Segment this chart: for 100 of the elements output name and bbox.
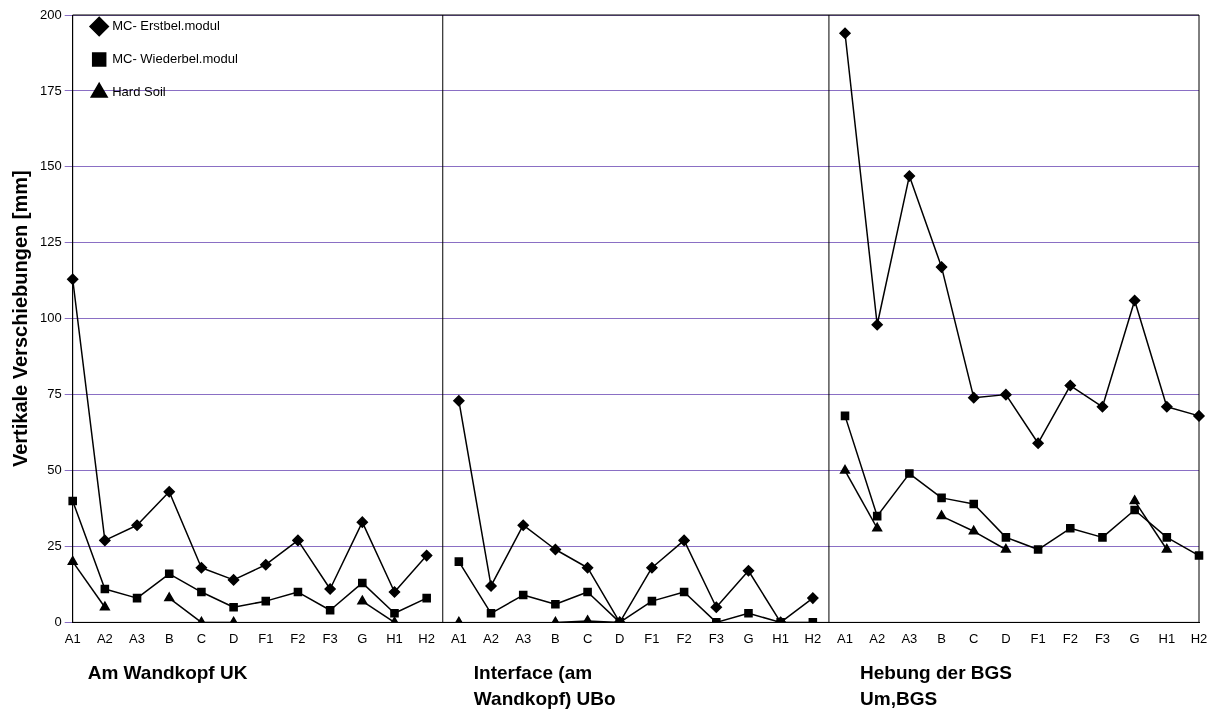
x-tick-label: F3 [708, 630, 724, 646]
point [68, 496, 77, 506]
point [293, 587, 303, 597]
x-tick-label: H2 [804, 630, 822, 646]
x-tick-label: A3 [901, 630, 918, 646]
point [1065, 523, 1075, 533]
point [1033, 545, 1043, 554]
point [1128, 294, 1141, 307]
point [647, 596, 657, 606]
point [1032, 437, 1044, 449]
x-tick-label: A2 [869, 630, 886, 646]
y-tick-label: 150 [39, 158, 62, 174]
x-tick-label: D [615, 630, 625, 646]
point [420, 549, 433, 562]
x-tick-label: C [196, 630, 207, 646]
x-tick-label: G [743, 630, 754, 646]
point [1001, 533, 1011, 542]
point [1096, 401, 1109, 413]
point [518, 590, 528, 600]
x-tick-label: D [1001, 630, 1011, 646]
point [807, 592, 819, 604]
point [1161, 543, 1172, 553]
point [1129, 495, 1140, 505]
point [325, 605, 335, 615]
x-tick-label: F3 [322, 630, 338, 646]
point [646, 561, 658, 574]
point [356, 516, 369, 528]
point [358, 578, 367, 588]
point [968, 525, 979, 535]
point [197, 587, 206, 597]
y-axis-title: Vertikale Verschiebungen [mm] [8, 170, 31, 468]
x-tick-label: H1 [1158, 630, 1176, 646]
point [390, 609, 399, 618]
y-tick-label: 75 [47, 386, 62, 402]
point [742, 565, 755, 577]
point [839, 464, 851, 474]
y-tick-label: 50 [47, 462, 62, 478]
x-tick-label: F2 [676, 630, 692, 646]
x-tick-label: G [1129, 630, 1140, 646]
point [937, 493, 946, 503]
x-tick-label: F2 [1062, 630, 1078, 646]
point [422, 593, 431, 603]
point [839, 27, 851, 39]
y-tick-label: 0 [54, 613, 62, 629]
x-tick-label: D [228, 630, 239, 646]
x-tick-label: A2 [483, 630, 499, 646]
point [1162, 533, 1172, 542]
x-tick-label: B [551, 630, 560, 646]
point [485, 580, 497, 592]
point [1098, 533, 1107, 542]
point [260, 558, 272, 571]
text: Hebung der BGS Um,BGS [860, 661, 1014, 711]
x-tick-label: H2 [418, 630, 435, 646]
point [967, 391, 980, 404]
point [871, 319, 883, 331]
point [195, 561, 208, 574]
x-tick-label: A1 [450, 630, 467, 646]
point [388, 586, 401, 598]
point [1161, 401, 1173, 413]
x-tick-label: A1 [64, 630, 81, 646]
point [99, 601, 110, 611]
point [454, 557, 464, 566]
point [517, 519, 529, 531]
x-tick-label: A3 [515, 630, 532, 646]
y-tick-label: 125 [39, 234, 62, 250]
point [261, 596, 271, 606]
point [905, 469, 914, 478]
point [872, 511, 882, 521]
point [100, 584, 110, 594]
y-tick-label: 100 [39, 310, 62, 326]
point [935, 261, 948, 273]
x-tick-label: C [969, 630, 979, 646]
legend-label: MC- Erstbel.modul [112, 18, 220, 34]
x-tick-label: A2 [96, 630, 113, 646]
x-tick-label: A1 [837, 630, 853, 646]
point [357, 595, 368, 605]
point [744, 609, 753, 618]
y-tick-label: 175 [39, 82, 62, 98]
legend-label: MC- Wiederbel.modul [112, 51, 238, 67]
point [131, 519, 143, 531]
point [164, 569, 174, 579]
point [1064, 379, 1077, 392]
x-tick-label: B [164, 630, 174, 646]
x-tick-label: A3 [129, 630, 145, 646]
point [132, 593, 142, 603]
point [324, 583, 336, 595]
text: Am Wandkopf UK [87, 661, 249, 685]
point [164, 592, 175, 602]
point [678, 534, 690, 547]
point [840, 411, 850, 421]
point [549, 543, 562, 556]
point [969, 499, 979, 509]
point [710, 601, 723, 613]
text: Interface (am Wandkopf) UBo [473, 661, 617, 711]
x-tick-label: F1 [258, 630, 274, 646]
point [292, 534, 304, 547]
x-tick-label: C [582, 630, 593, 646]
point [872, 522, 883, 532]
y-tick-label: 200 [39, 6, 62, 22]
point [229, 602, 238, 612]
